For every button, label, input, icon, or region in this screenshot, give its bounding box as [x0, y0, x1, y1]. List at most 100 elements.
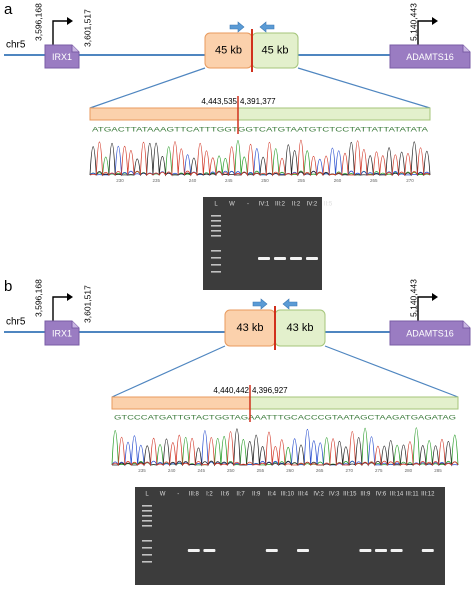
ladder-band	[142, 520, 152, 522]
lane-label: II:9	[252, 492, 261, 498]
gene-label: ADAMTS16	[406, 52, 454, 62]
lane-label: III:14	[390, 492, 404, 498]
gene-label: IRX1	[52, 52, 72, 62]
gene-box	[44, 320, 80, 346]
tss-arrowhead	[432, 293, 438, 301]
gel-band	[375, 549, 387, 552]
gene-box	[389, 320, 471, 346]
ladder-band	[142, 547, 152, 549]
ladder-band	[142, 540, 152, 542]
coord-label: 5,140,443	[408, 279, 418, 317]
trace-tick: 260	[334, 178, 342, 183]
lane-label: III:10	[281, 492, 295, 498]
ladder-band	[142, 554, 152, 556]
tss-arrow	[52, 296, 69, 321]
ladder-band	[142, 561, 152, 563]
ladder-band	[211, 264, 221, 266]
zoom-line	[324, 345, 459, 398]
lane-label: III:8	[189, 492, 200, 498]
lane-label: III:15	[343, 492, 357, 498]
lane-label: I:2	[206, 492, 213, 498]
lane-label: IV:6	[376, 492, 387, 498]
ladder-band	[211, 230, 221, 232]
gel-band	[265, 549, 278, 552]
gel-band	[359, 549, 372, 552]
lane-label: II:7	[236, 492, 245, 498]
sequence: GTCCCATGATTGTACTGGTAGAAATTTGCACCCGTAATAG…	[114, 416, 457, 422]
ladder-band	[142, 525, 152, 527]
trace-tick: 235	[152, 178, 160, 183]
gel-band	[290, 257, 302, 260]
gel-band	[258, 257, 270, 260]
gel-band	[390, 549, 403, 552]
ladder-band	[142, 515, 152, 517]
trace-tick: 255	[257, 468, 265, 473]
tss-arrowhead	[432, 17, 438, 25]
lane-label: III:2	[275, 202, 286, 208]
ladder-band	[211, 220, 221, 222]
ladder-band	[142, 505, 152, 507]
gel	[135, 487, 445, 585]
lane-label: II:6	[221, 492, 230, 498]
tss-arrow	[417, 20, 434, 45]
lane-label: IV:1	[259, 202, 270, 208]
lane-label: -	[177, 492, 179, 498]
lane-label: II:5	[324, 202, 333, 208]
lane-label: IV:3	[329, 492, 340, 498]
lane-label: II:2	[292, 202, 301, 208]
gel-band	[187, 549, 200, 552]
gel	[203, 197, 322, 290]
chromosome-label: chr5	[6, 40, 26, 51]
trace-tick: 255	[297, 178, 305, 183]
chromatogram-trace	[111, 431, 459, 467]
coord-label: 3,601,517	[82, 285, 92, 323]
breakpoint-coord: 4,443,535	[201, 97, 237, 106]
junction-right	[237, 107, 431, 121]
primer-reverse	[282, 298, 298, 310]
gene-label: IRX1	[52, 328, 72, 338]
trace-tick: 250	[227, 468, 235, 473]
junction-right	[249, 396, 459, 410]
lane-label: III:11	[406, 492, 420, 498]
coord-label: 3,596,168	[33, 279, 43, 317]
lane-label: L	[145, 492, 149, 498]
zoom-line	[111, 345, 226, 398]
deletion-size: 45 kb	[215, 44, 242, 56]
trace-tick: 265	[370, 178, 378, 183]
ladder-band	[211, 225, 221, 227]
trace-tick: 265	[316, 468, 324, 473]
gene-fold	[71, 321, 79, 329]
gel-band	[297, 549, 309, 552]
gel-band	[421, 549, 434, 552]
lane-label: IV:2	[313, 492, 324, 498]
gene-fold	[71, 45, 79, 53]
trace-tick: 245	[197, 468, 205, 473]
tss-arrow	[417, 296, 434, 321]
ladder-band	[142, 510, 152, 512]
lane-label: L	[214, 202, 218, 208]
chromosome-label: chr5	[6, 317, 26, 328]
trace-tick: 275	[375, 468, 383, 473]
ladder-band	[211, 257, 221, 259]
gene-label: ADAMTS16	[406, 328, 454, 338]
ladder-band	[211, 235, 221, 237]
chromatogram-trace	[89, 139, 431, 177]
breakpoint-coord: 4,396,927	[252, 386, 288, 395]
panel-label: b	[4, 278, 12, 295]
lane-label: III:9	[360, 492, 371, 498]
trace-tick: 270	[345, 468, 353, 473]
lane-label: II:4	[268, 492, 277, 498]
junction-left	[89, 107, 239, 121]
gene-fold	[462, 45, 470, 53]
lane-label: III:4	[298, 492, 309, 498]
zoom-line	[297, 67, 431, 109]
tss-arrow	[52, 20, 69, 45]
trace-tick: 240	[189, 178, 197, 183]
lane-label: IV:2	[307, 202, 318, 208]
lane-label: W	[160, 492, 166, 498]
trace-tick: 240	[168, 468, 176, 473]
gene-fold	[462, 321, 470, 329]
primer-forward	[229, 21, 245, 33]
trace-tick: 280	[405, 468, 413, 473]
